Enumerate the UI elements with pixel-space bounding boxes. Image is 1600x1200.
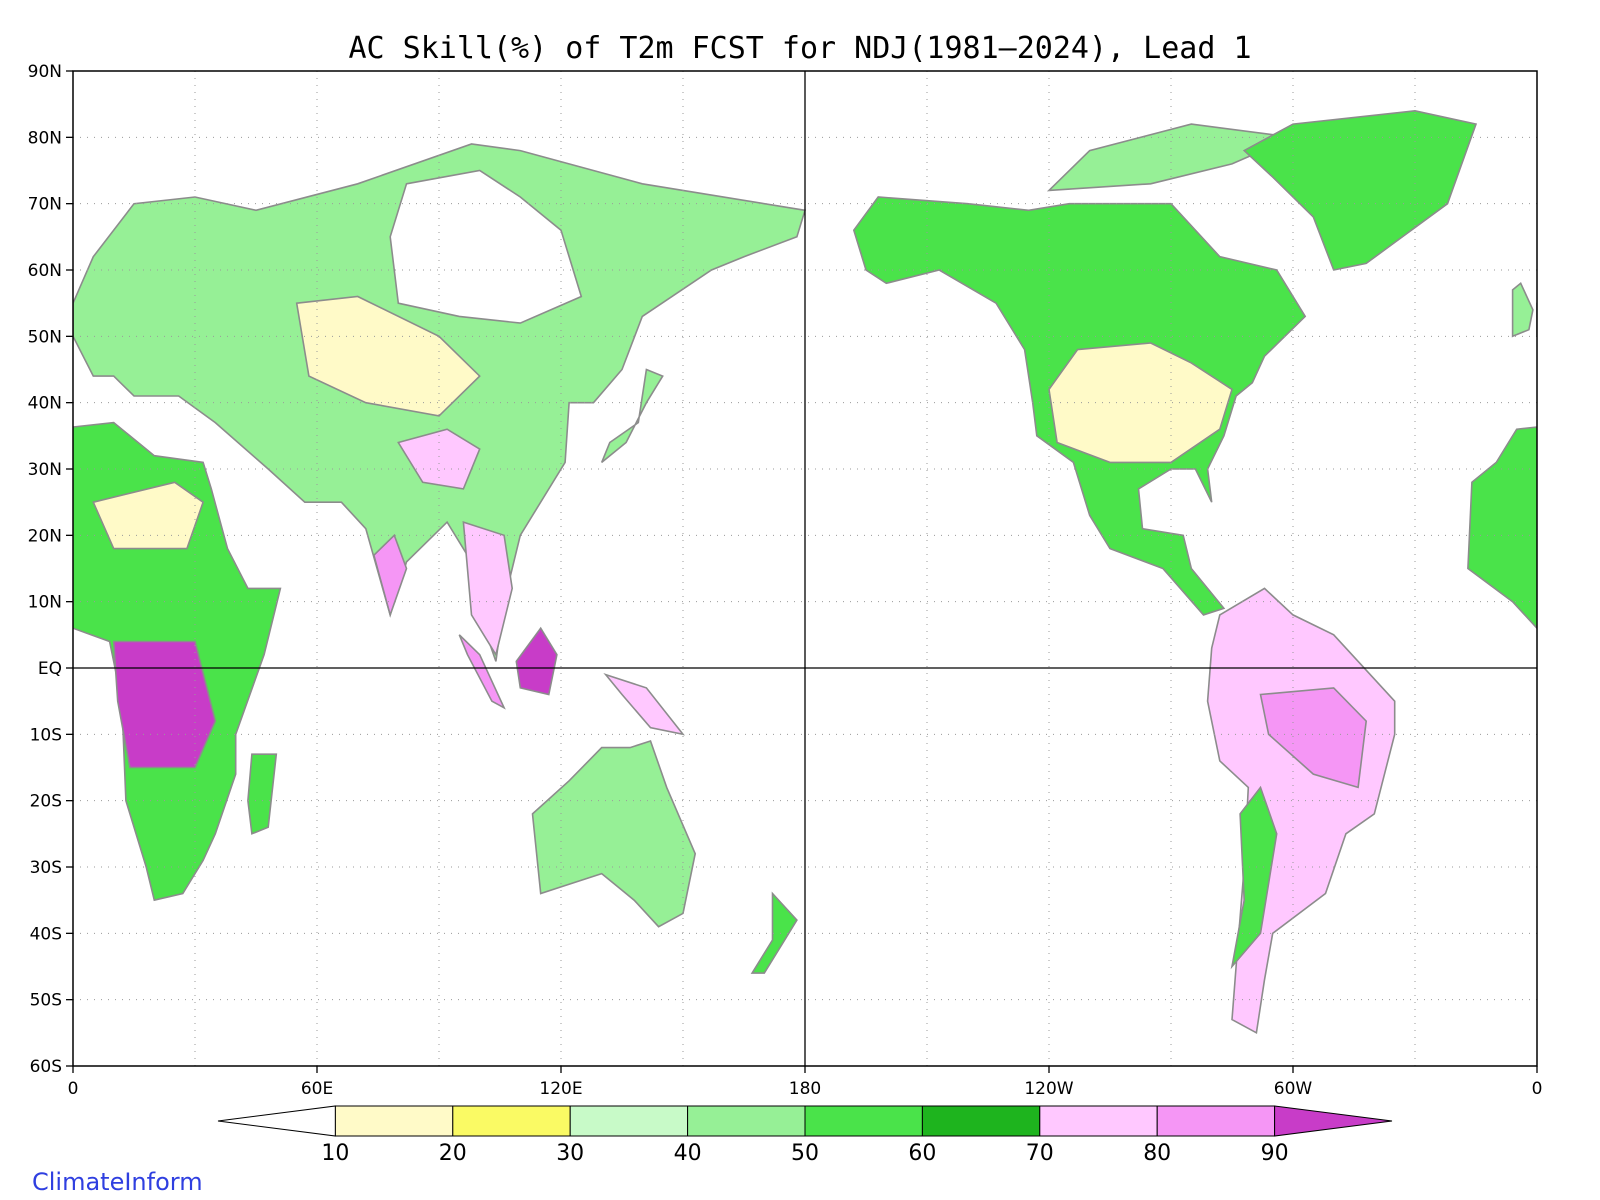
lat-tick-label: 10N bbox=[28, 593, 62, 613]
colorbar-box bbox=[687, 1105, 806, 1137]
colorbar-level-label: 60 bbox=[908, 1141, 936, 1166]
land-uk bbox=[1511, 282, 1534, 338]
land-borneo bbox=[515, 626, 558, 696]
land-india-high-skill bbox=[373, 533, 408, 618]
lat-tick-label: 70N bbox=[28, 195, 62, 215]
land-eurasia bbox=[1536, 301, 1537, 339]
land-australia bbox=[531, 739, 697, 928]
colorbar-legend: 10 20 30 40 50 60 70 80 90 bbox=[217, 1105, 1393, 1166]
land-congo-high-skill bbox=[112, 640, 217, 769]
colorbar-under-triangle bbox=[217, 1105, 336, 1137]
land-new-guinea bbox=[603, 672, 685, 736]
land-greenland bbox=[1242, 109, 1478, 271]
reference-lines bbox=[73, 71, 1537, 1066]
lat-tick-label: 40N bbox=[28, 394, 62, 414]
land-madagascar bbox=[247, 753, 278, 835]
land-usa-low-skill bbox=[1048, 342, 1233, 464]
land-new-zealand bbox=[750, 891, 798, 974]
colorbar-level-label: 40 bbox=[674, 1141, 702, 1166]
lon-tick-label: 60W bbox=[1274, 1079, 1313, 1099]
lat-tick-label: 60N bbox=[28, 261, 62, 281]
colorbar-level-label: 70 bbox=[1026, 1141, 1054, 1166]
colorbar-box bbox=[1039, 1105, 1158, 1137]
colorbar-level-label: 80 bbox=[1143, 1141, 1171, 1166]
map-title: AC Skill(%) of T2m FCST for NDJ(1981–202… bbox=[348, 31, 1251, 66]
lon-tick-label: 60E bbox=[301, 1079, 333, 1099]
colorbar-box bbox=[569, 1105, 689, 1137]
land-seasia-high-skill bbox=[462, 520, 514, 657]
colorbar-box bbox=[804, 1105, 923, 1137]
land-tibet-high-skill bbox=[397, 428, 481, 490]
colorbar-box bbox=[921, 1105, 1041, 1137]
land-south-america bbox=[1206, 587, 1396, 1035]
land-congo-high-skill bbox=[1578, 642, 1600, 768]
lat-tick-label: 30S bbox=[30, 858, 62, 878]
lat-tick-label: 10S bbox=[30, 725, 62, 745]
colorbar-level-label: 50 bbox=[791, 1141, 819, 1166]
lat-tick-label: 80N bbox=[28, 128, 62, 148]
colorbar-level-label: 10 bbox=[321, 1141, 349, 1166]
land-greenland bbox=[0, 111, 12, 270]
colorbar-level-label: 90 bbox=[1261, 1141, 1289, 1166]
colorbar-over-triangle bbox=[1274, 1105, 1393, 1137]
land-sahara-low-skill bbox=[92, 481, 205, 550]
lat-tick-label: 90N bbox=[28, 62, 62, 82]
lat-tick-label: 50S bbox=[30, 991, 62, 1011]
land-central-asia-low-skill bbox=[295, 295, 481, 417]
land-andes-green bbox=[1230, 785, 1278, 970]
colorbar-box bbox=[334, 1105, 454, 1137]
land-sumatra bbox=[458, 634, 506, 710]
lat-tick-label: 20S bbox=[30, 792, 62, 812]
colorbar-box bbox=[452, 1105, 571, 1137]
lon-tick-label: 0 bbox=[68, 1079, 79, 1099]
lon-tick-label: 120E bbox=[539, 1079, 582, 1099]
land-brazil-high-skill bbox=[1259, 687, 1368, 789]
lat-tick-label: 50N bbox=[28, 327, 62, 347]
latitude-axis: 90N 80N 70N 60N 50N 40N 30N 20N 10N EQ 10S 20S 30S 40… bbox=[28, 62, 73, 1077]
colorbar-level-label: 30 bbox=[556, 1141, 584, 1166]
lat-tick-label: EQ bbox=[38, 659, 62, 679]
land-siberia-low-skill bbox=[389, 169, 583, 324]
land-sahara-low-skill bbox=[1557, 482, 1600, 548]
lon-tick-label: 0 bbox=[1532, 1079, 1543, 1099]
colorbar-level-label: 20 bbox=[439, 1141, 467, 1166]
lat-tick-label: 60S bbox=[30, 1057, 62, 1077]
lat-tick-label: 40S bbox=[30, 924, 62, 944]
lat-tick-label: 30N bbox=[28, 460, 62, 480]
lat-tick-label: 20N bbox=[28, 526, 62, 546]
lon-tick-label: 180 bbox=[789, 1079, 821, 1099]
land-japan bbox=[600, 368, 664, 464]
lon-tick-label: 120W bbox=[1024, 1079, 1073, 1099]
colorbar-box bbox=[1156, 1105, 1276, 1137]
longitude-axis: 0 60E 120E 180 120W 60W 0 bbox=[68, 1066, 1543, 1099]
land-africa bbox=[1467, 426, 1537, 630]
credit-text: ClimateInform bbox=[32, 1168, 203, 1196]
land-skill-field bbox=[0, 109, 1600, 1035]
